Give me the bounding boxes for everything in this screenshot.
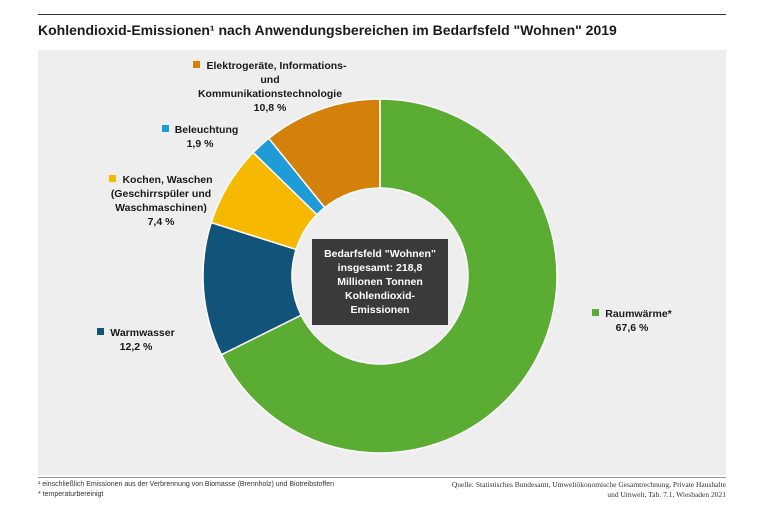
label-elektro-line2: und xyxy=(260,74,280,86)
legend-swatch-beleuchtung xyxy=(161,125,169,132)
label-warmwasser: Warmwasser 12,2 % xyxy=(86,326,186,354)
label-raumwaerme-value: 67,6 % xyxy=(615,322,649,334)
label-kochen-value: 7,4 % xyxy=(147,216,175,228)
source-note: Quelle: Statistisches Bundesamt, Umweltö… xyxy=(451,480,726,499)
label-raumwaerme: Raumwärme* 67,6 % xyxy=(582,307,682,335)
label-kochen-line3: Waschmaschinen) xyxy=(115,202,207,214)
label-warmwasser-value: 12,2 % xyxy=(119,341,153,353)
label-warmwasser-name: Warmwasser xyxy=(110,327,175,339)
legend-swatch-elektro xyxy=(193,61,201,68)
center-total-text: Bedarfsfeld "Wohnen" insgesamt: 218,8 Mi… xyxy=(324,248,436,316)
label-kochen: Kochen, Waschen (Geschirrspüler und Wasc… xyxy=(96,173,226,229)
legend-swatch-warmwasser xyxy=(97,328,105,335)
slice-elektro xyxy=(267,98,381,209)
bottom-rule xyxy=(38,477,726,478)
label-elektro-line3: Kommunikationstechnologie xyxy=(197,88,343,100)
label-elektro-line1: Elektrogeräte, Informations- xyxy=(206,60,347,72)
slice-raumwaerme xyxy=(220,98,558,454)
label-beleuchtung: Beleuchtung 1,9 % xyxy=(150,123,250,151)
chart-title: Kohlendioxid-Emissionen¹ nach Anwendungs… xyxy=(38,22,617,38)
label-beleuchtung-name: Beleuchtung xyxy=(174,124,239,136)
footnotes: ¹ einschließlich Emissionen aus der Verb… xyxy=(38,480,334,500)
label-elektro-value: 10,8 % xyxy=(253,102,287,114)
label-kochen-line2: (Geschirrspüler und xyxy=(110,188,212,200)
label-raumwaerme-name: Raumwärme* xyxy=(605,308,672,320)
legend-swatch-kochen xyxy=(109,175,117,182)
center-total-box: Bedarfsfeld "Wohnen" insgesamt: 218,8 Mi… xyxy=(312,239,448,325)
top-rule xyxy=(38,14,726,15)
legend-swatch-raumwaerme xyxy=(592,309,600,316)
label-elektro: Elektrogeräte, Informations- und Kommuni… xyxy=(190,59,350,115)
footnote-2: * temperaturbereinigt xyxy=(38,491,104,498)
label-kochen-line1: Kochen, Waschen xyxy=(122,174,213,186)
label-beleuchtung-value: 1,9 % xyxy=(186,138,214,150)
footnote-1: ¹ einschließlich Emissionen aus der Verb… xyxy=(38,481,334,488)
